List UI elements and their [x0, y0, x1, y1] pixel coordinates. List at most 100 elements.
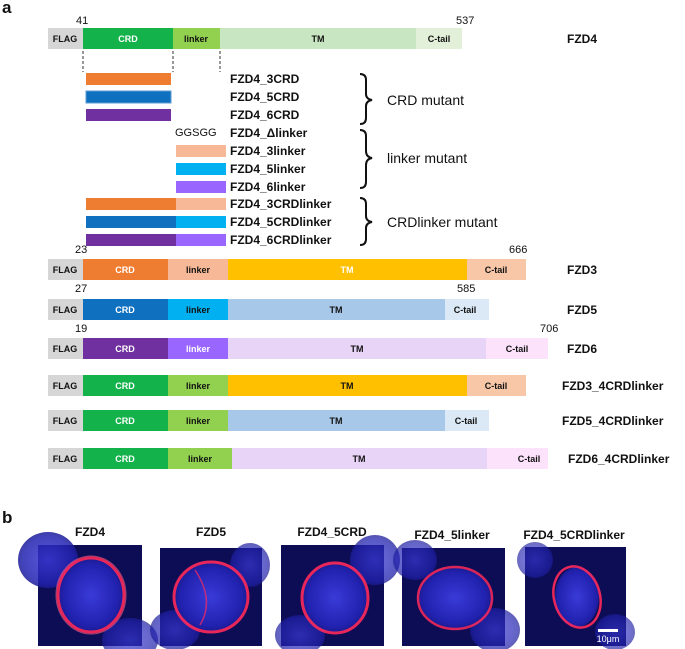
fzd6-4crdlinker-name: FZD6_4CRDlinker — [568, 452, 670, 466]
fzd6-start-number: 19 — [75, 323, 87, 335]
fzd4-ctail-segment — [416, 28, 462, 49]
fzd3-4crdlinker-name: FZD3_4CRDlinker — [562, 379, 664, 393]
brace-crd-mutant — [359, 73, 373, 125]
fzd5-4crdlinker-crd-label: CRD — [115, 416, 135, 426]
fzd4-end-number: 537 — [456, 15, 474, 27]
fzd4-linker-segment — [173, 28, 220, 49]
fzd6-4crdlinker-crd-label: CRD — [115, 454, 135, 464]
construct-fzd3: 23 666 FLAG CRD linker TM C-tail FZD3 — [48, 244, 597, 280]
fzd5-4crdlinker-flag-label: FLAG — [53, 416, 78, 426]
fzd4-name: FZD4 — [567, 32, 597, 46]
fzd3-4crdlinker-crd-label: CRD — [115, 381, 135, 391]
fzd5-4crdlinker-crd-segment — [83, 410, 168, 431]
mutant-bar-5linker — [176, 163, 226, 175]
fzd3-4crdlinker-ctail-label: C-tail — [485, 381, 508, 391]
scale-bar — [598, 629, 618, 632]
mutant-label-5crdlinker: FZD4_5CRDlinker — [230, 215, 332, 229]
mutant-bar-5crd — [85, 90, 172, 104]
fzd3-4crdlinker-crd-segment — [83, 375, 168, 396]
linker-sequence: GGSGG — [175, 127, 217, 139]
fzd5-4crdlinker-tm-label: TM — [330, 416, 343, 426]
micrograph-fzd4-5crd — [275, 535, 400, 649]
mutant-bar-3crdlinker-linker — [176, 198, 226, 210]
micrograph-fzd5 — [150, 543, 270, 649]
fzd3-end-number: 666 — [509, 244, 527, 256]
fzd3-4crdlinker-ctail-segment — [467, 375, 526, 396]
fzd3-4crdlinker-linker-label: linker — [186, 381, 211, 391]
fzd6-4crdlinker-ctail-segment — [487, 448, 548, 469]
construct-fzd6-4crdlinker: FLAG CRD linker TM C-tail FZD6_4CRDlinke… — [48, 448, 670, 469]
fzd6-crd-segment — [83, 338, 168, 359]
fzd3-4crdlinker-tm-label: TM — [341, 381, 354, 391]
mutant-bar-3linker — [176, 145, 226, 157]
panel-label-a: a — [2, 0, 12, 17]
fzd5-end-number: 585 — [457, 283, 475, 295]
fzd5-4crdlinker-tm-segment — [228, 410, 445, 431]
fzd6-4crdlinker-ctail-label: C-tail — [518, 454, 541, 464]
fzd6-tm-label: TM — [351, 344, 364, 354]
mutant-bar-5crdlinker-linker — [176, 216, 226, 228]
micrograph-title-fzd4: FZD4 — [75, 525, 105, 539]
mutant-label-3linker: FZD4_3linker — [230, 144, 306, 158]
fzd6-tm-segment — [228, 338, 486, 359]
fzd4-flag-label: FLAG — [53, 34, 78, 44]
fzd3-tm-segment — [228, 259, 467, 280]
fzd3-ctail-label: C-tail — [485, 265, 508, 275]
fzd5-crd-label: CRD — [115, 305, 135, 315]
fzd6-end-number: 706 — [540, 323, 558, 335]
micrograph-fzd4-5linker — [393, 540, 520, 649]
brace-linker-mutant — [359, 129, 373, 189]
fzd3-4crdlinker-flag-label: FLAG — [53, 381, 78, 391]
micrograph-fzd4-5crdlinker: 10μm — [517, 542, 635, 649]
fzd3-linker-segment — [168, 259, 228, 280]
mutant-label-dlinker: FZD4_Δlinker — [230, 126, 308, 140]
fzd3-4crdlinker-flag-segment — [48, 375, 83, 396]
construct-fzd5-4crdlinker: FLAG CRD linker TM C-tail FZD5_4CRDlinke… — [48, 410, 664, 431]
fzd6-4crdlinker-tm-label: TM — [353, 454, 366, 464]
mutant-bar-5crdlinker-crd — [86, 216, 176, 228]
fzd6-linker-label: linker — [186, 344, 211, 354]
fzd6-4crdlinker-flag-segment — [48, 448, 83, 469]
construct-fzd4: 41 537 FLAG CRD linker TM C-tail FZD4 — [48, 15, 597, 72]
fzd4-tm-label: TM — [312, 34, 325, 44]
fzd6-4crdlinker-linker-segment — [168, 448, 232, 469]
fzd5-4crdlinker-ctail-label: C-tail — [455, 416, 478, 426]
fzd5-name: FZD5 — [567, 303, 597, 317]
fzd6-4crdlinker-linker-label: linker — [188, 454, 213, 464]
fzd3-start-number: 23 — [75, 244, 87, 256]
mutant-bar-3crd — [86, 73, 171, 85]
mutant-label-3crdlinker: FZD4_3CRDlinker — [230, 197, 332, 211]
mutant-bar-6crdlinker-linker — [176, 234, 226, 246]
mutant-bar-6crd — [86, 109, 171, 121]
mutant-bar-3crdlinker-crd — [86, 198, 176, 210]
micrograph-fzd4 — [18, 532, 158, 649]
fzd6-flag-segment — [48, 338, 83, 359]
fzd5-flag-label: FLAG — [53, 305, 78, 315]
fzd3-tm-label: TM — [341, 265, 354, 275]
mutant-bar-6linker — [176, 181, 226, 193]
fzd6-name: FZD6 — [567, 342, 597, 356]
fzd5-ctail-label: C-tail — [454, 305, 477, 315]
fzd3-crd-label: CRD — [115, 265, 135, 275]
fzd6-4crdlinker-tm-segment — [232, 448, 487, 469]
fzd6-crd-label: CRD — [115, 344, 135, 354]
fzd6-ctail-segment — [486, 338, 548, 359]
mutant-label-5linker: FZD4_5linker — [230, 162, 306, 176]
fzd3-flag-segment — [48, 259, 83, 280]
fzd3-linker-label: linker — [186, 265, 211, 275]
micrograph-title-fzd4-5linker: FZD4_5linker — [414, 528, 490, 542]
fzd5-4crdlinker-flag-segment — [48, 410, 83, 431]
fzd4-crd-segment — [83, 28, 173, 49]
group-label-crd-mutant: CRD mutant — [387, 92, 464, 108]
mutant-bar-6crdlinker-crd — [86, 234, 176, 246]
micrograph-title-fzd4-5crdlinker: FZD4_5CRDlinker — [523, 528, 625, 542]
fzd5-4crdlinker-linker-label: linker — [186, 416, 211, 426]
fzd5-crd-segment — [83, 299, 168, 320]
construct-fzd3-4crdlinker: FLAG CRD linker TM C-tail FZD3_4CRDlinke… — [48, 375, 664, 396]
brace-crdlinker-mutant — [359, 197, 373, 246]
fzd5-start-number: 27 — [75, 283, 87, 295]
fzd6-linker-segment — [168, 338, 228, 359]
fzd5-flag-segment — [48, 299, 83, 320]
fzd5-linker-label: linker — [186, 305, 211, 315]
